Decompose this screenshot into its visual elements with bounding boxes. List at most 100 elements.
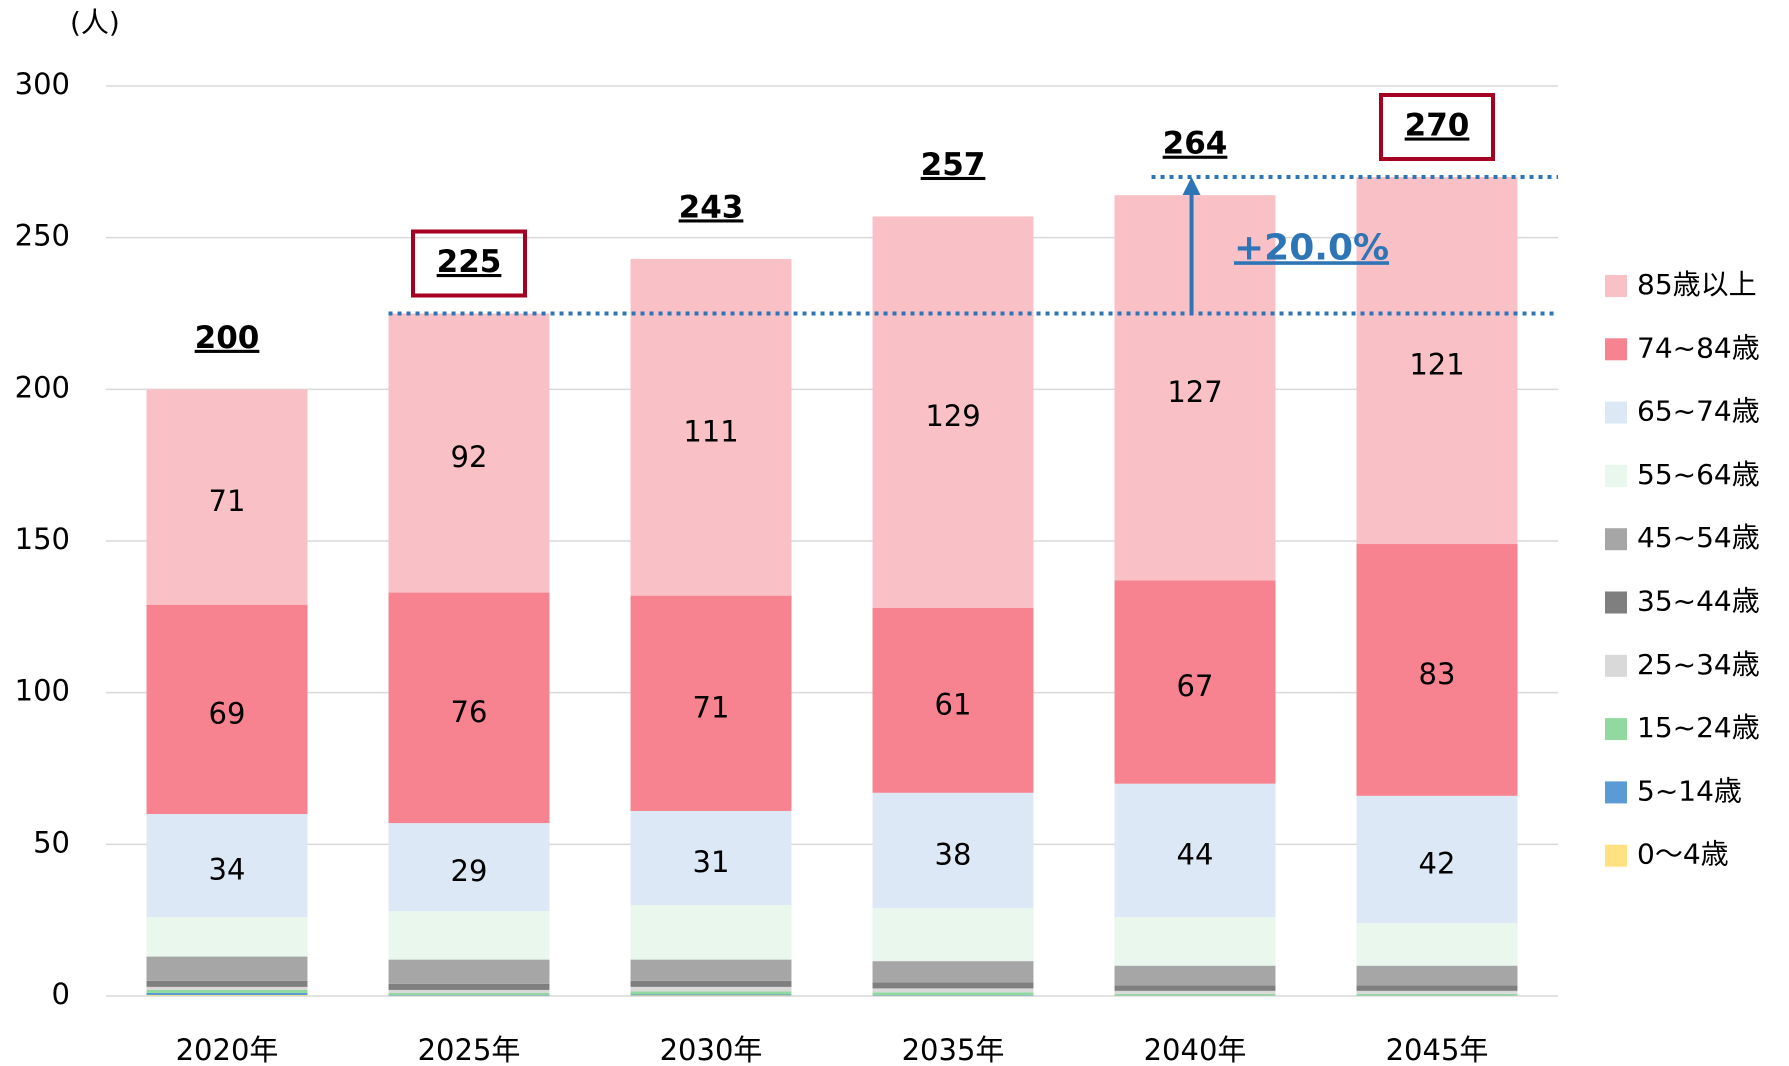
- bar-segment: [146, 995, 308, 996]
- bar-segment: [146, 986, 308, 990]
- bar-segment: [388, 911, 550, 960]
- data-label: 92: [451, 440, 488, 474]
- y-tick-label: 300: [15, 67, 70, 101]
- x-tick-label: 2020年: [176, 1033, 279, 1066]
- data-label: 61: [935, 687, 972, 721]
- total-label: 200: [195, 320, 260, 356]
- legend-label: 45~54歳: [1637, 521, 1760, 554]
- arrow-head: [1182, 177, 1201, 195]
- bar-segment: [1356, 923, 1518, 966]
- bar-segment: [1114, 993, 1276, 996]
- bar-segment: [630, 994, 792, 996]
- legend-swatch: [1605, 718, 1627, 741]
- bar-segment: [388, 989, 550, 993]
- bar-segment: [1356, 985, 1518, 991]
- total-label: 270: [1405, 108, 1470, 144]
- highlight-box: [1379, 93, 1495, 161]
- bar-segment: [1114, 985, 1276, 991]
- legend-swatch: [1605, 654, 1627, 677]
- data-label: 121: [1409, 348, 1464, 382]
- bar-segment: [872, 908, 1034, 962]
- bar-segment: [388, 959, 550, 984]
- x-tick-label: 2025年: [418, 1033, 521, 1066]
- bar-segment: [388, 992, 550, 996]
- legend-label: 35~44歳: [1637, 585, 1760, 618]
- bar-segment: [1356, 965, 1518, 986]
- data-label: 38: [935, 837, 972, 871]
- bar-segment: [630, 258, 792, 596]
- bar-segment: [872, 988, 1034, 993]
- bar-segment: [630, 810, 792, 905]
- annotation-text: +20.0%: [1234, 227, 1389, 268]
- y-unit: (人): [70, 6, 120, 39]
- bar-segment: [388, 995, 550, 996]
- bar-segment: [630, 991, 792, 995]
- bar-segment: [1356, 177, 1518, 545]
- legend-swatch: [1605, 401, 1627, 424]
- legend-swatch: [1605, 591, 1627, 614]
- data-label: 127: [1167, 375, 1222, 409]
- bar-segment: [1356, 795, 1518, 924]
- bar-segment: [146, 980, 308, 987]
- legend-label: 55~64歳: [1637, 458, 1760, 491]
- bar-segment: [1114, 965, 1276, 986]
- legend-label: 15~24歳: [1637, 711, 1760, 744]
- data-label: 83: [1419, 657, 1456, 691]
- data-label: 111: [683, 414, 738, 448]
- x-tick-label: 2045年: [1386, 1033, 1489, 1066]
- x-tick-label: 2040年: [1144, 1033, 1247, 1066]
- bar-segment: [1114, 990, 1276, 994]
- legend-swatch: [1605, 528, 1627, 551]
- y-tick-label: 250: [15, 219, 70, 253]
- data-label: 44: [1177, 837, 1214, 871]
- legend-label: 85歳以上: [1637, 268, 1757, 301]
- data-label: 71: [693, 690, 730, 724]
- x-tick-label: 2035年: [902, 1033, 1005, 1066]
- total-label: 243: [679, 189, 744, 225]
- bar-segment: [146, 604, 308, 814]
- data-label: 69: [209, 696, 246, 730]
- y-tick-label: 200: [15, 370, 70, 404]
- bar-segment: [388, 313, 550, 593]
- bar-segment: [1114, 783, 1276, 918]
- bar-segment: [1356, 993, 1518, 996]
- bar-segment: [1356, 990, 1518, 994]
- data-label: 42: [1419, 847, 1456, 881]
- legend-label: 74~84歳: [1637, 331, 1760, 364]
- data-label: 67: [1177, 669, 1214, 703]
- legend-swatch: [1605, 781, 1627, 804]
- legend-label: 25~34歳: [1637, 648, 1760, 681]
- legend-label: 5~14歳: [1637, 774, 1742, 807]
- bar-segment: [1356, 544, 1518, 796]
- total-label: 257: [921, 147, 986, 183]
- data-label: 129: [925, 399, 980, 433]
- bar-segment: [146, 992, 308, 996]
- bar-segment: [872, 982, 1034, 989]
- x-tick-label: 2030年: [660, 1033, 763, 1066]
- y-tick-label: 50: [33, 825, 70, 859]
- data-label: 29: [451, 854, 488, 888]
- bar-segment: [630, 995, 792, 996]
- data-label: 34: [209, 853, 246, 887]
- legend-label: 65~74歳: [1637, 395, 1760, 428]
- legend-swatch: [1605, 338, 1627, 361]
- bar-segment: [872, 792, 1034, 909]
- legend-swatch: [1605, 844, 1627, 867]
- bar-segment: [630, 959, 792, 981]
- total-label: 264: [1163, 126, 1228, 162]
- bar-segment: [146, 389, 308, 605]
- bar-segment: [630, 980, 792, 987]
- bar-segment: [872, 216, 1034, 608]
- bar-segment: [388, 592, 550, 824]
- y-tick-label: 150: [15, 522, 70, 556]
- bar-segment: [1114, 580, 1276, 784]
- bar-segment: [1114, 917, 1276, 966]
- bar-segment: [146, 814, 308, 918]
- highlight-box: [411, 229, 527, 298]
- y-tick-label: 0: [52, 977, 70, 1011]
- legend-label: 0～4歳: [1637, 838, 1729, 871]
- bar-segment: [388, 983, 550, 990]
- bar-segment: [630, 595, 792, 811]
- legend-swatch: [1605, 464, 1627, 487]
